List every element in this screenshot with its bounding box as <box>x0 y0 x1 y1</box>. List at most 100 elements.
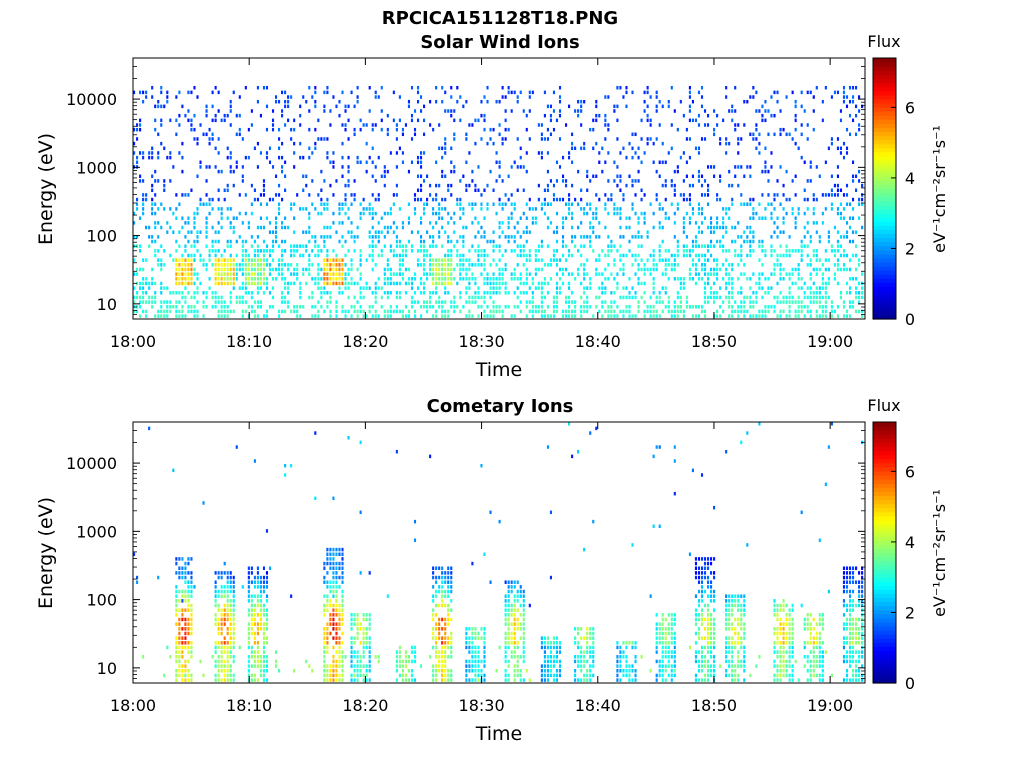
heatmap-cell <box>226 603 229 608</box>
heatmap-cell <box>392 193 395 197</box>
heatmap-cell <box>812 281 815 286</box>
heatmap-cell <box>465 272 468 276</box>
heatmap-cell <box>444 272 447 276</box>
heatmap-cell <box>685 295 688 300</box>
heatmap-cell <box>329 258 332 262</box>
heatmap-cell <box>537 286 540 290</box>
heatmap-cell <box>531 221 534 225</box>
heatmap-cell <box>268 267 272 272</box>
heatmap-cell <box>166 305 169 309</box>
heatmap-cell <box>326 85 329 90</box>
heatmap-cell <box>232 622 235 626</box>
heatmap-cell <box>812 211 815 216</box>
heatmap-cell <box>534 253 537 258</box>
heatmap-cell <box>516 594 519 598</box>
heatmap-cell <box>187 118 190 123</box>
heatmap-cell <box>193 267 196 272</box>
heatmap-cell <box>776 225 779 230</box>
heatmap-cell <box>528 258 531 262</box>
heatmap-cell <box>833 90 836 95</box>
heatmap-cell <box>392 249 395 253</box>
heatmap-cell <box>743 300 746 304</box>
heatmap-cell <box>670 183 673 188</box>
heatmap-cell <box>311 249 314 253</box>
heatmap-cell <box>450 580 453 584</box>
heatmap-cell <box>432 575 435 580</box>
heatmap-cell <box>800 104 803 109</box>
heatmap-cell <box>172 305 175 309</box>
heatmap-cell <box>510 211 513 216</box>
heatmap-cell <box>725 211 728 216</box>
heatmap-cell <box>344 309 347 314</box>
heatmap-cell <box>423 272 426 276</box>
heatmap-cell <box>839 267 843 272</box>
heatmap-cell <box>256 85 259 90</box>
heatmap-cell <box>410 249 414 253</box>
heatmap-cell <box>139 179 142 183</box>
heatmap-cell <box>794 216 797 220</box>
heatmap-cell <box>416 263 420 267</box>
heatmap-cell <box>347 165 350 169</box>
heatmap-cell <box>740 253 743 258</box>
heatmap-cell <box>187 669 190 673</box>
heatmap-cell <box>184 249 187 253</box>
heatmap-cell <box>782 277 785 281</box>
heatmap-cell <box>679 286 682 290</box>
heatmap-cell <box>543 113 546 118</box>
heatmap-cell <box>468 678 471 682</box>
colorbar-segment <box>873 135 896 141</box>
heatmap-cell <box>616 659 619 664</box>
heatmap-cell <box>676 249 679 253</box>
heatmap-cell <box>634 272 637 276</box>
heatmap-cell <box>187 90 190 95</box>
heatmap-cell <box>220 608 223 612</box>
heatmap-cell <box>250 631 253 636</box>
heatmap-cell <box>607 249 610 253</box>
heatmap-cell <box>495 277 498 281</box>
heatmap-cell <box>423 202 426 206</box>
heatmap-cell <box>453 244 456 248</box>
heatmap-cell <box>356 631 359 636</box>
heatmap-cell <box>540 300 543 304</box>
heatmap-cell <box>438 263 441 267</box>
heatmap-cell <box>413 519 417 524</box>
heatmap-cell <box>540 151 543 155</box>
heatmap-cell <box>504 118 507 123</box>
heatmap-cell <box>558 669 562 673</box>
heatmap-cell <box>444 151 447 155</box>
heatmap-cell <box>199 202 202 206</box>
heatmap-cell <box>217 151 220 155</box>
heatmap-cell <box>317 309 320 314</box>
heatmap-cell <box>845 146 849 151</box>
heatmap-cell <box>740 286 743 290</box>
heatmap-cell <box>287 291 290 295</box>
heatmap-cell <box>631 202 634 206</box>
heatmap-cell <box>477 188 480 192</box>
heatmap-cell <box>341 655 344 659</box>
heatmap-cell <box>640 137 643 141</box>
heatmap-cell <box>549 673 553 678</box>
heatmap-cell <box>447 235 450 239</box>
heatmap-cell <box>247 225 250 230</box>
heatmap-cell <box>652 253 655 258</box>
heatmap-cell <box>625 253 628 258</box>
heatmap-cell <box>338 561 341 566</box>
heatmap-cell <box>667 309 670 314</box>
heatmap-cell <box>706 225 710 230</box>
heatmap-cell <box>601 300 604 304</box>
heatmap-cell <box>767 109 770 113</box>
heatmap-cell <box>338 622 341 626</box>
heatmap-cell <box>142 99 145 104</box>
heatmap-cell <box>586 636 589 640</box>
heatmap-cell <box>410 295 414 300</box>
heatmap-cell <box>217 263 220 267</box>
heatmap-cell <box>208 141 211 146</box>
heatmap-cell <box>510 235 513 239</box>
heatmap-cell <box>341 141 344 146</box>
heatmap-cell <box>190 622 193 626</box>
heatmap-cell <box>290 272 293 276</box>
heatmap-cell <box>516 244 519 248</box>
heatmap-cell <box>821 286 824 290</box>
heatmap-cell <box>238 645 241 650</box>
heatmap-cell <box>492 291 495 295</box>
